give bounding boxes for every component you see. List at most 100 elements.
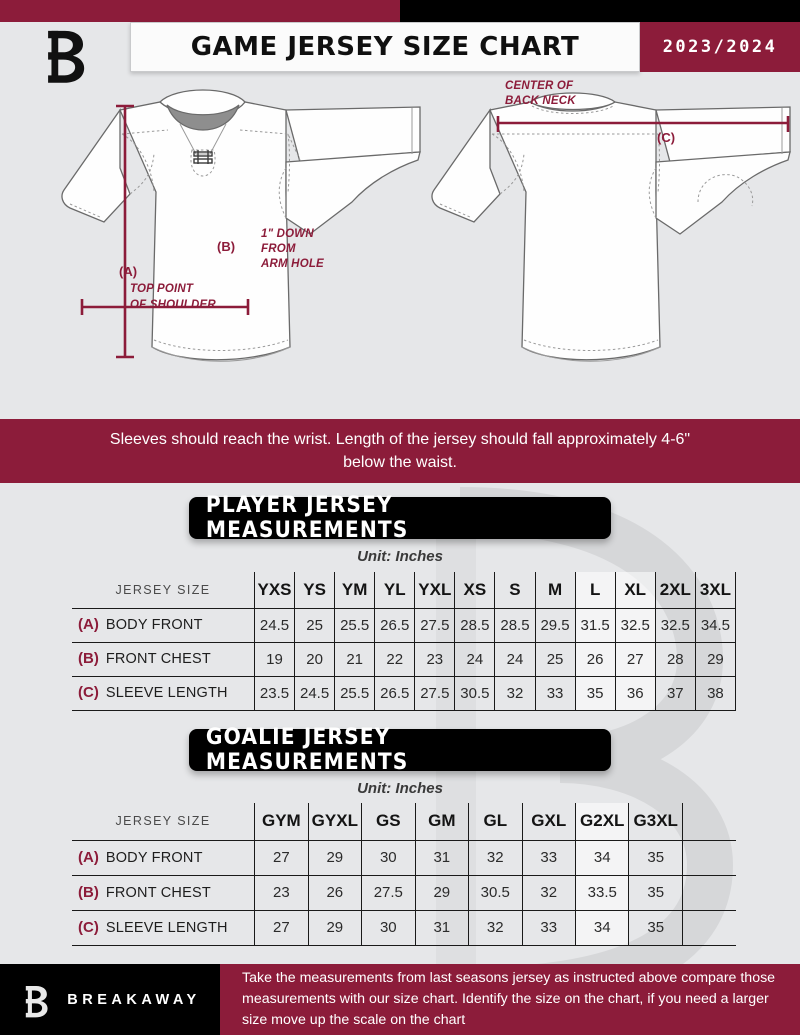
measurement-value-cell: 33 xyxy=(521,840,577,875)
size-header-cell: GM xyxy=(414,803,470,840)
measurement-tag: (B) xyxy=(78,650,99,667)
measurement-label-cell: (B) FRONT CHEST xyxy=(72,642,255,676)
measurement-value-cell: 34 xyxy=(574,840,630,875)
measurement-instruction-banner: Sleeves should reach the wrist. Length o… xyxy=(0,419,800,483)
measurement-value-cell: 35 xyxy=(628,875,683,910)
measurement-value-cell: 36 xyxy=(614,676,656,710)
measurement-value-cell: 24 xyxy=(494,642,536,676)
note-b-line3: ARM HOLE xyxy=(261,258,324,270)
size-header-cell: GYXL xyxy=(307,803,363,840)
measurement-value-cell: 31 xyxy=(414,840,470,875)
marker-c: (C) xyxy=(657,130,676,145)
measurement-value-cell: 27.5 xyxy=(361,875,416,910)
measurement-name: BODY FRONT xyxy=(105,617,203,633)
measurement-value-cell: 29 xyxy=(694,642,737,676)
measurement-value-cell: 33 xyxy=(534,676,576,710)
measurement-value-cell: 38 xyxy=(694,676,737,710)
measurement-tag: (B) xyxy=(78,883,99,901)
measurement-tag: (C) xyxy=(78,918,99,936)
measurement-label-cell: (A) BODY FRONT xyxy=(72,840,256,875)
jersey-back-illustration xyxy=(431,92,791,362)
measurement-value-cell: 25 xyxy=(294,608,336,642)
size-header-cell: 2XL xyxy=(654,572,696,608)
jersey-front-illustration xyxy=(61,89,421,362)
page-footer: BREAKAWAY Take the measurements from las… xyxy=(0,964,800,1035)
measurement-value-cell: 30.5 xyxy=(468,875,523,910)
measurement-label-cell: (C) SLEEVE LENGTH xyxy=(72,910,256,945)
footer-brand: BREAKAWAY xyxy=(0,964,220,1035)
measurement-value-cell: 34.5 xyxy=(694,608,737,642)
note-c-line2: BACK NECK xyxy=(505,95,576,107)
player-section-title-text: PLAYER JERSEY MEASUREMENTS xyxy=(205,493,409,543)
measurement-value-cell: 29 xyxy=(414,875,470,910)
measurement-value-cell: 29 xyxy=(307,840,363,875)
header-logo xyxy=(0,22,130,83)
table-row: (B) FRONT CHEST 19 20 21 22 23 24 24 25 26 27 28 29 xyxy=(72,642,737,676)
breakaway-b-logo-icon xyxy=(26,985,48,1017)
measurement-value-cell: 30.5 xyxy=(454,676,496,710)
measurement-value-cell: 28.5 xyxy=(454,608,496,642)
goalie-measurements-table: JERSEY SIZE GYM GYXL GS GM GL GXL G2XL G3XL (A) BO… xyxy=(72,803,736,946)
measurement-tag: (A) xyxy=(78,616,99,633)
goalie-section-title-text: GOALIE JERSEY MEASUREMENTS xyxy=(205,725,409,775)
table-header-row: JERSEY SIZE YXS YS YM YL YXL XS S M L XL 2XL 3XL xyxy=(72,572,737,608)
measurement-value-cell: 32 xyxy=(468,910,523,945)
measurement-value-cell: 35 xyxy=(628,910,683,945)
player-unit-label: Unit: Inches xyxy=(357,548,443,565)
measurement-value-cell: 25.5 xyxy=(334,676,376,710)
measurement-value-cell: 27 xyxy=(614,642,656,676)
note-a-line2: OF SHOULDER xyxy=(130,299,216,311)
goalie-section-title: GOALIE JERSEY MEASUREMENTS xyxy=(189,725,611,775)
measurement-value-cell: 27 xyxy=(254,910,309,945)
measurement-value-cell: 34 xyxy=(574,910,630,945)
size-header-cell: GYM xyxy=(254,803,309,840)
measurement-name: FRONT CHEST xyxy=(105,651,211,667)
note-a-line1: TOP POINT xyxy=(130,283,194,295)
table-row: (C) SLEEVE LENGTH 23.5 24.5 25.5 26.5 27.5 30.5… xyxy=(72,676,737,710)
note-c-line1: CENTER OF xyxy=(505,80,574,92)
measurement-value-cell: 23 xyxy=(254,875,309,910)
measurement-value-cell: 32 xyxy=(494,676,536,710)
measurement-value-cell: 24.5 xyxy=(294,676,336,710)
empty-cell xyxy=(681,840,736,875)
jersey-size-header: JERSEY SIZE xyxy=(72,803,256,840)
size-header-cell: YM xyxy=(334,572,376,608)
empty-cell xyxy=(681,875,736,910)
measurement-tag: (A) xyxy=(78,848,99,866)
measurement-value-cell: 27.5 xyxy=(414,608,456,642)
measurement-value-cell: 33 xyxy=(521,910,577,945)
measurement-value-cell: 23 xyxy=(414,642,456,676)
note-b-line1: 1" DOWN xyxy=(261,228,314,240)
measurement-value-cell: 35 xyxy=(628,840,683,875)
measurement-value-cell: 29 xyxy=(307,910,363,945)
measurement-tag: (C) xyxy=(78,684,99,701)
footer-instructions-text: Take the measurements from last seasons … xyxy=(242,969,776,1029)
size-header-cell: YS xyxy=(294,572,336,608)
size-header-cell: YXL xyxy=(414,572,456,608)
season-badge-text: 2023/2024 xyxy=(662,37,778,57)
table-row: (C) SLEEVE LENGTH 27 29 30 31 32 33 34 35 xyxy=(72,910,736,945)
empty-cell xyxy=(681,803,736,840)
jersey-illustrations: .fab { fill:#fefefe; stroke:#6a6a6a; str… xyxy=(0,72,800,417)
measurement-label-cell: (C) SLEEVE LENGTH xyxy=(72,676,255,710)
measurement-value-cell: 26 xyxy=(307,875,363,910)
marker-b: (B) xyxy=(217,239,236,254)
table-header-row: JERSEY SIZE GYM GYXL GS GM GL GXL G2XL G3XL xyxy=(72,803,736,840)
measurement-value-cell: 31.5 xyxy=(574,608,616,642)
player-section-title: PLAYER JERSEY MEASUREMENTS xyxy=(189,493,611,543)
goalie-unit-label: Unit: Inches xyxy=(357,780,443,797)
measurement-label-cell: (B) FRONT CHEST xyxy=(72,875,256,910)
top-accent-bar xyxy=(0,0,800,22)
table-row: (A) BODY FRONT 27 29 30 31 32 33 34 35 xyxy=(72,840,736,875)
measurement-name: SLEEVE LENGTH xyxy=(105,685,228,701)
measurement-value-cell: 25.5 xyxy=(334,608,376,642)
measurement-value-cell: 32 xyxy=(468,840,523,875)
measurement-value-cell: 21 xyxy=(334,642,376,676)
size-header-cell: GL xyxy=(468,803,523,840)
measurement-value-cell: 28 xyxy=(654,642,696,676)
player-measurements-table: JERSEY SIZE YXS YS YM YL YXL XS S M L XL 2XL 3XL (A) B… xyxy=(72,572,737,711)
size-header-cell: YXS xyxy=(253,572,296,608)
size-header-cell: G2XL xyxy=(574,803,630,840)
empty-cell xyxy=(681,910,736,945)
measurement-value-cell: 27 xyxy=(254,840,309,875)
